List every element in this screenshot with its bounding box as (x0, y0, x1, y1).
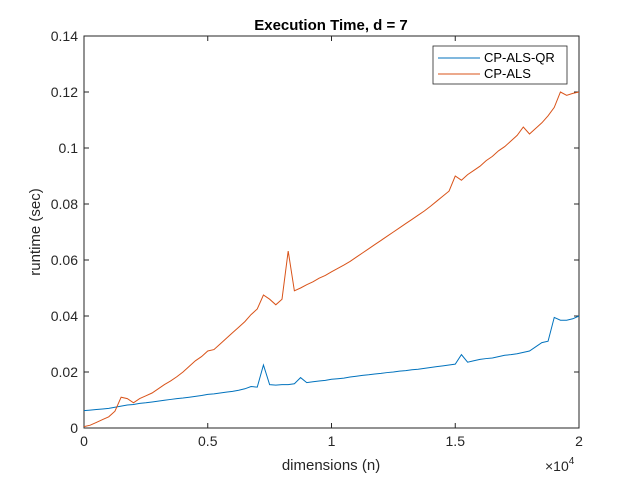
axis-ticks: 0 0.02 0.04 0.06 0.08 0.1 0.12 0.14 0 0.5 1 1.5 2 (51, 28, 583, 449)
series-layer (83, 91, 580, 428)
y-tick-label: 0.02 (51, 364, 78, 380)
x-tick-label: 0 (80, 433, 88, 449)
y-tick-label: 0.14 (51, 28, 78, 44)
y-tick-label: 0.1 (59, 140, 79, 156)
x-tick-label: 1.5 (446, 433, 466, 449)
legend-label-cp-als-qr: CP-ALS-QR (484, 50, 555, 65)
x-tick-label: 0.5 (198, 433, 218, 449)
x-tick-label: 1 (328, 433, 336, 449)
y-tick-label: 0.08 (51, 196, 78, 212)
series-line-cp-als (83, 91, 580, 428)
y-tick-label: 0.12 (51, 84, 78, 100)
series-line-cp-als-qr (83, 315, 580, 412)
legend-label-cp-als: CP-ALS (484, 66, 531, 81)
y-tick-label: 0 (70, 420, 78, 436)
legend-box (432, 45, 568, 85)
x-exponent: ×104 (545, 456, 575, 474)
x-exponent-base: ×10 (545, 458, 569, 474)
y-axis-label: runtime (sec) (27, 188, 44, 276)
chart-title: Execution Time, d = 7 (254, 17, 408, 34)
y-tick-label: 0.06 (51, 252, 78, 268)
x-exponent-power: 4 (569, 456, 575, 467)
x-tick-label: 2 (575, 433, 583, 449)
legend: CP-ALS-QR CP-ALS (432, 45, 568, 85)
y-tick-label: 0.04 (51, 308, 78, 324)
x-axis-label: dimensions (n) (282, 457, 380, 474)
plot-area (83, 35, 580, 429)
